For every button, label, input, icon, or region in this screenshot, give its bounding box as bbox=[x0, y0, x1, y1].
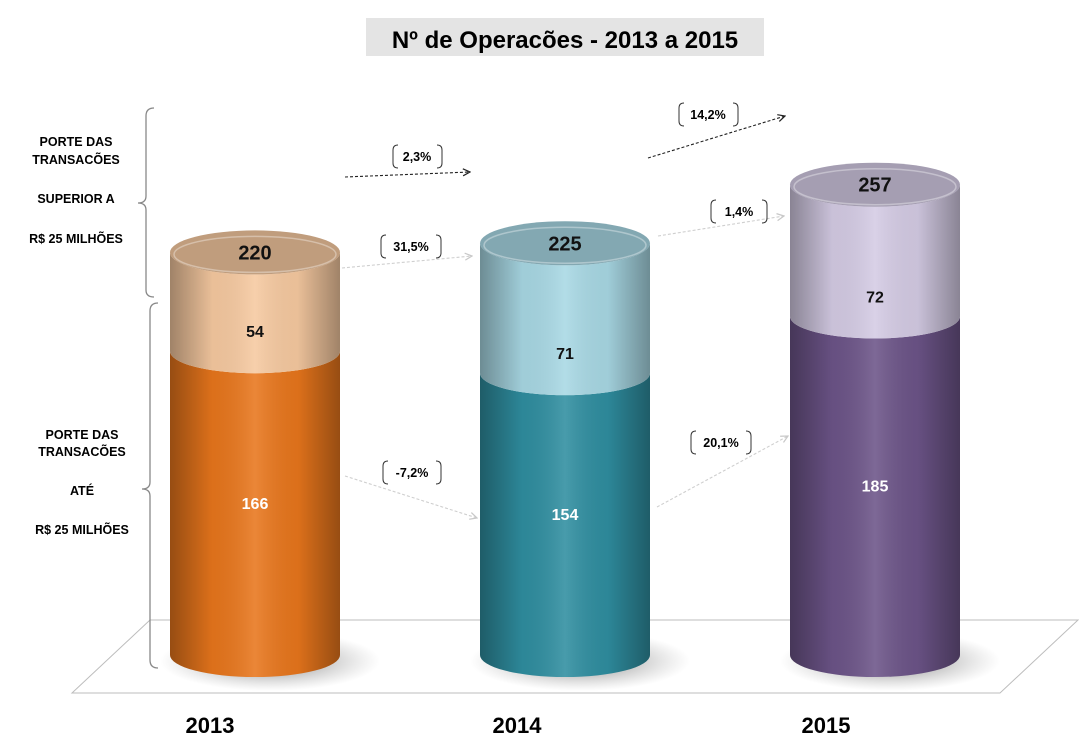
bracket-right bbox=[732, 102, 739, 127]
growth-value: -7,2% bbox=[396, 466, 429, 480]
value-label-lower: 185 bbox=[862, 479, 889, 496]
growth-value: 31,5% bbox=[393, 240, 428, 254]
bracket-left bbox=[392, 144, 399, 169]
legend-upper-line: PORTE DAS bbox=[40, 135, 113, 149]
value-label-total: 257 bbox=[858, 175, 891, 197]
bar-2014: 154 71 225 bbox=[470, 221, 690, 691]
x-tick-label: 2015 bbox=[802, 713, 851, 738]
bar-segment-upper-shading bbox=[790, 184, 960, 339]
growth-label-lower-2013-2014: -7,2% bbox=[382, 460, 442, 485]
bar-segment-lower-shading bbox=[170, 351, 340, 677]
arrow-upper-2013-2014 bbox=[341, 256, 472, 269]
growth-value: 1,4% bbox=[725, 205, 754, 219]
growth-label-total-2014-2015: 14,2% bbox=[678, 102, 739, 127]
bar-top-cap-rim bbox=[793, 167, 957, 206]
growth-value: 2,3% bbox=[403, 150, 432, 164]
floor-plane bbox=[70, 619, 1079, 694]
bar-top-cap bbox=[790, 162, 960, 207]
legend-lower-line: PORTE DAS bbox=[46, 428, 119, 442]
bar-segment-upper bbox=[170, 252, 340, 374]
bracket-left bbox=[690, 430, 697, 455]
x-tick-label: 2013 bbox=[186, 713, 235, 738]
x-tick-label: 2014 bbox=[493, 713, 543, 738]
legend-upper: PORTE DAS TRANSACÕES SUPERIOR A R$ 25 MI… bbox=[29, 135, 123, 246]
value-label-upper: 72 bbox=[866, 289, 884, 306]
bar-2015: 185 72 257 bbox=[780, 162, 1000, 691]
bar-segment-upper bbox=[480, 243, 650, 396]
value-label-upper: 71 bbox=[556, 346, 574, 363]
arrow-total-2013-2014 bbox=[344, 172, 470, 178]
legend-lower: PORTE DAS TRANSACÕES ATÉ R$ 25 MILHÕES bbox=[35, 428, 129, 537]
bar-segment-lower bbox=[170, 351, 340, 677]
brace-upper bbox=[137, 107, 155, 298]
bracket-right bbox=[435, 234, 442, 259]
bar-segment-lower-shading bbox=[480, 373, 650, 677]
growth-arrows bbox=[341, 116, 788, 518]
bar-2013: 166 54 220 bbox=[160, 230, 380, 691]
chart-title: Nº de Operacões - 2013 a 2015 bbox=[392, 27, 738, 54]
legend-lower-line: TRANSACÕES bbox=[38, 444, 126, 459]
bar-top-cap-rim bbox=[483, 226, 647, 264]
bar-segment-lower-shading bbox=[790, 316, 960, 677]
growth-label-upper-2014-2015: 1,4% bbox=[710, 199, 768, 224]
bracket-right bbox=[435, 460, 442, 485]
bracket-left bbox=[382, 460, 389, 485]
bracket-left bbox=[678, 102, 685, 127]
value-label-lower: 154 bbox=[552, 507, 579, 524]
bar-top-cap-rim bbox=[173, 235, 337, 274]
bar-top-cap bbox=[480, 221, 650, 266]
bar-segment-upper-shading bbox=[170, 252, 340, 374]
bar-segment-upper-shading bbox=[480, 243, 650, 396]
growth-value: 20,1% bbox=[703, 436, 738, 450]
arrow-upper-2014-2015 bbox=[657, 216, 784, 237]
brace-lower bbox=[141, 302, 159, 669]
legend-lower-line: ATÉ bbox=[70, 483, 94, 498]
bar-segment-lower bbox=[790, 316, 960, 677]
value-label-upper: 54 bbox=[246, 324, 264, 341]
value-label-lower: 166 bbox=[242, 496, 269, 513]
legend-upper-line: TRANSACÕES bbox=[32, 152, 120, 167]
bars-group: 166 54 220 154 71 225 185 72 257 bbox=[160, 162, 1000, 691]
bar-segment-lower bbox=[480, 373, 650, 677]
bracket-left bbox=[380, 234, 387, 259]
legend-lower-line: R$ 25 MILHÕES bbox=[35, 522, 129, 537]
bracket-right bbox=[745, 430, 752, 455]
value-label-total: 225 bbox=[548, 233, 581, 255]
legend-upper-line: SUPERIOR A bbox=[37, 192, 114, 206]
bar-top-cap bbox=[170, 230, 340, 275]
bracket-left bbox=[710, 199, 717, 224]
bracket-right bbox=[761, 199, 768, 224]
legend-upper-line: R$ 25 MILHÕES bbox=[29, 231, 123, 246]
growth-label-lower-2014-2015: 20,1% bbox=[690, 430, 752, 455]
arrow-total-2014-2015 bbox=[647, 116, 785, 159]
growth-label-upper-2013-2014: 31,5% bbox=[380, 234, 442, 259]
title-background bbox=[366, 18, 764, 56]
value-label-total: 220 bbox=[238, 242, 271, 264]
growth-value: 14,2% bbox=[690, 108, 725, 122]
arrow-lower-2013-2014 bbox=[344, 475, 477, 518]
bracket-right bbox=[436, 144, 443, 169]
bar-segment-upper bbox=[790, 184, 960, 339]
growth-label-total-2013-2014: 2,3% bbox=[392, 144, 443, 169]
